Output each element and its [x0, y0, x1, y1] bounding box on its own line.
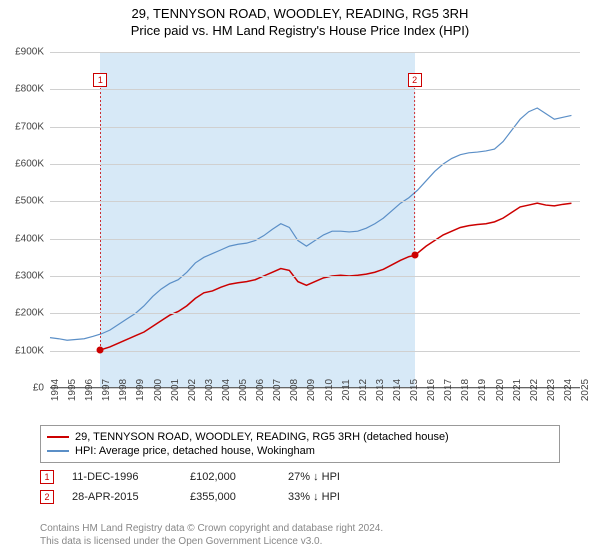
gridline [50, 239, 580, 240]
x-tick-label: 2018 [460, 379, 471, 401]
transaction-hpi-delta: 33% ↓ HPI [288, 491, 388, 503]
legend: 29, TENNYSON ROAD, WOODLEY, READING, RG5… [40, 425, 560, 463]
y-tick-label: £200K [15, 308, 44, 319]
series-line-hpi [50, 108, 571, 340]
marker-box: 2 [408, 73, 422, 87]
marker-dot [97, 346, 104, 353]
transaction-price: £355,000 [190, 491, 270, 503]
transaction-table: 1 11-DEC-1996 £102,000 27% ↓ HPI 2 28-AP… [40, 470, 388, 510]
x-tick-label: 2023 [546, 379, 557, 401]
y-tick-label: £600K [15, 159, 44, 170]
x-tick-label: 2020 [495, 379, 506, 401]
table-row: 2 28-APR-2015 £355,000 33% ↓ HPI [40, 490, 388, 504]
x-tick-label: 2003 [204, 379, 215, 401]
transaction-price: £102,000 [190, 471, 270, 483]
y-tick-label: £900K [15, 47, 44, 58]
legend-label: HPI: Average price, detached house, Woki… [75, 445, 315, 457]
y-tick-label: £100K [15, 345, 44, 356]
legend-label: 29, TENNYSON ROAD, WOODLEY, READING, RG5… [75, 431, 449, 443]
x-tick-label: 2019 [477, 379, 488, 401]
x-tick-label: 2025 [580, 379, 591, 401]
gridline [50, 276, 580, 277]
transaction-date: 28-APR-2015 [72, 491, 172, 503]
x-tick-label: 2008 [289, 379, 300, 401]
y-tick-label: £500K [15, 196, 44, 207]
x-tick-label: 2016 [426, 379, 437, 401]
gridline [50, 313, 580, 314]
x-tick-label: 2014 [392, 379, 403, 401]
y-tick-label: £0 [33, 383, 44, 394]
chart-container: 29, TENNYSON ROAD, WOODLEY, READING, RG5… [0, 0, 600, 560]
transaction-hpi-delta: 27% ↓ HPI [288, 471, 388, 483]
line-series-svg [50, 52, 580, 388]
x-tick-label: 2012 [358, 379, 369, 401]
x-tick-label: 2009 [306, 379, 317, 401]
plot-area: £0£100K£200K£300K£400K£500K£600K£700K£80… [50, 52, 580, 388]
x-tick-label: 2017 [443, 379, 454, 401]
x-tick-label: 1997 [101, 379, 112, 401]
x-tick-label: 1999 [135, 379, 146, 401]
x-tick-label: 2011 [341, 379, 352, 401]
x-tick-label: 1998 [118, 379, 129, 401]
x-tick-label: 2022 [529, 379, 540, 401]
footnote-line: This data is licensed under the Open Gov… [40, 535, 383, 548]
x-tick-label: 2006 [255, 379, 266, 401]
x-tick-label: 1994 [50, 379, 61, 401]
x-tick-label: 2024 [563, 379, 574, 401]
x-tick-label: 2007 [272, 379, 283, 401]
legend-swatch [47, 436, 69, 438]
x-tick-label: 1996 [84, 379, 95, 401]
marker-dot [411, 252, 418, 259]
legend-swatch [47, 450, 69, 452]
footnote-line: Contains HM Land Registry data © Crown c… [40, 522, 383, 535]
x-tick-label: 2001 [170, 379, 181, 401]
transaction-date: 11-DEC-1996 [72, 471, 172, 483]
y-tick-label: £400K [15, 233, 44, 244]
legend-item: HPI: Average price, detached house, Woki… [47, 444, 553, 458]
title-block: 29, TENNYSON ROAD, WOODLEY, READING, RG5… [0, 0, 600, 38]
gridline [50, 127, 580, 128]
gridline [50, 52, 580, 53]
gridline [50, 201, 580, 202]
y-tick-label: £800K [15, 84, 44, 95]
gridline [50, 351, 580, 352]
x-tick-label: 2013 [375, 379, 386, 401]
x-tick-label: 2005 [238, 379, 249, 401]
transaction-marker-icon: 2 [40, 490, 54, 504]
x-tick-label: 2015 [409, 379, 420, 401]
table-row: 1 11-DEC-1996 £102,000 27% ↓ HPI [40, 470, 388, 484]
marker-box: 1 [93, 73, 107, 87]
x-tick-label: 2002 [187, 379, 198, 401]
gridline [50, 89, 580, 90]
x-tick-label: 2000 [153, 379, 164, 401]
chart-subtitle: Price paid vs. HM Land Registry's House … [0, 23, 600, 38]
transaction-marker-icon: 1 [40, 470, 54, 484]
x-tick-label: 2010 [324, 379, 335, 401]
y-tick-label: £300K [15, 271, 44, 282]
chart-title: 29, TENNYSON ROAD, WOODLEY, READING, RG5… [0, 6, 600, 21]
y-tick-label: £700K [15, 121, 44, 132]
x-tick-label: 2004 [221, 379, 232, 401]
x-tick-label: 2021 [512, 379, 523, 401]
gridline [50, 164, 580, 165]
legend-item: 29, TENNYSON ROAD, WOODLEY, READING, RG5… [47, 430, 553, 444]
x-tick-label: 1995 [67, 379, 78, 401]
footnote: Contains HM Land Registry data © Crown c… [40, 522, 383, 548]
